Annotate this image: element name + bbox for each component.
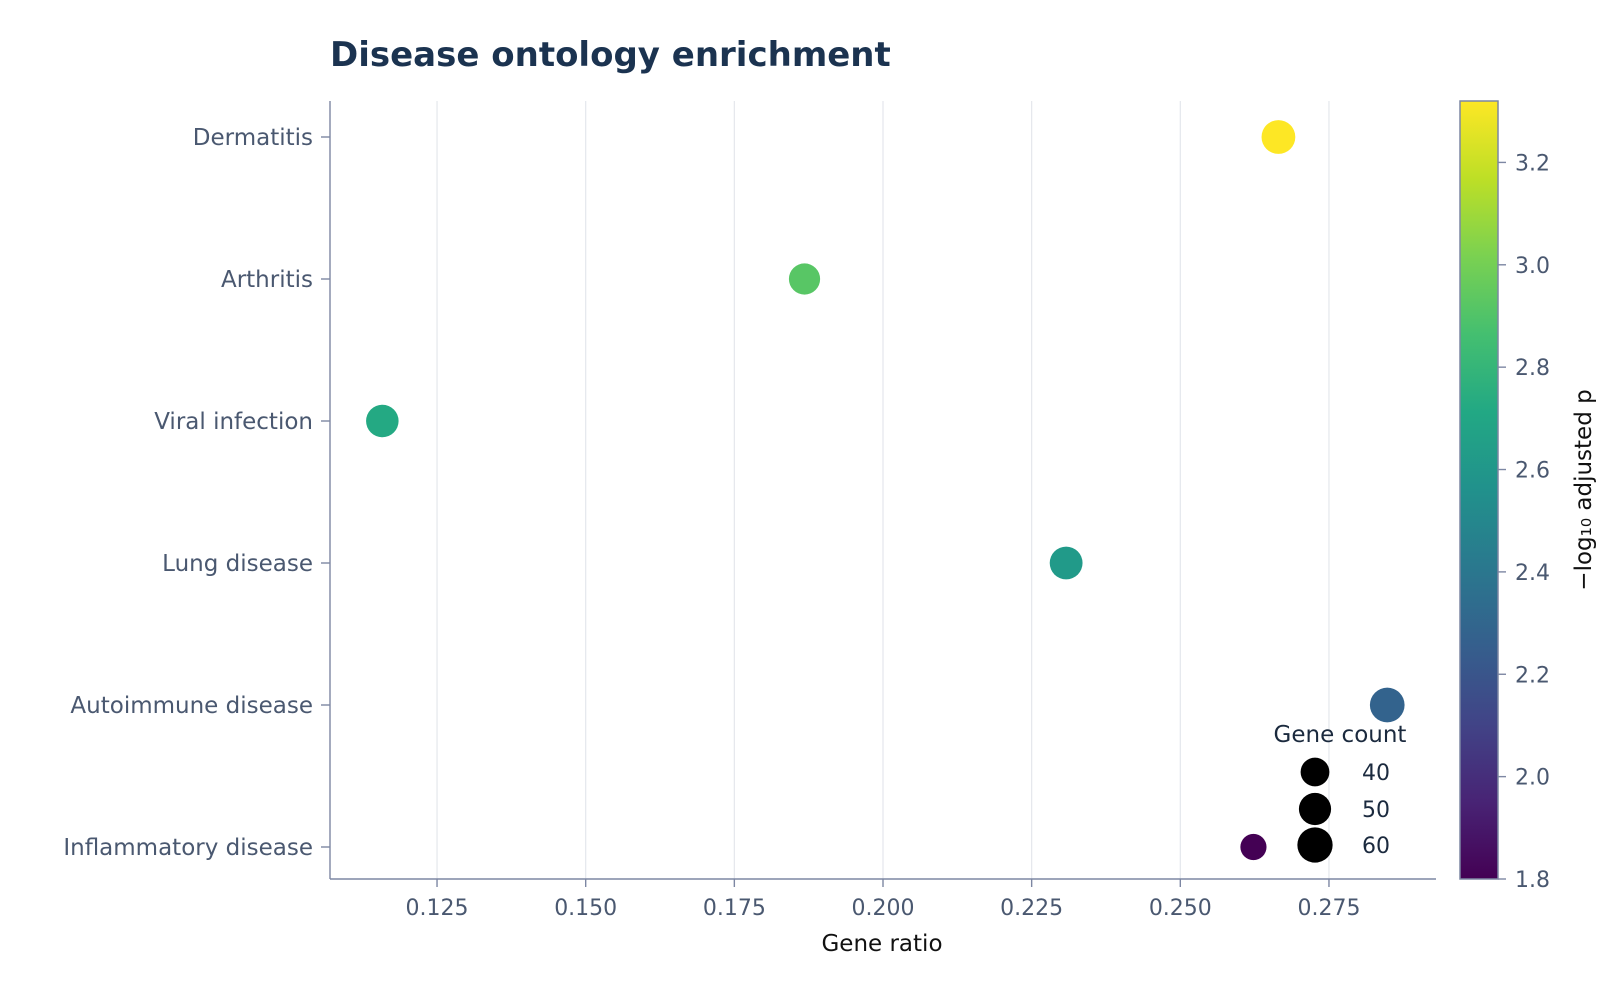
y-tick-label: Lung disease (162, 551, 313, 577)
size-legend-title: Gene count (1274, 722, 1407, 748)
data-point (1261, 120, 1296, 154)
size-legend-marker (1298, 792, 1332, 826)
y-tick-label: Autoimmune disease (70, 693, 313, 719)
size-legend-marker (1297, 827, 1333, 863)
y-axis: Dermatitis Arthritis Viral infection Lung d… (63, 101, 331, 879)
colorbar-tick-label: 3.0 (1515, 254, 1550, 279)
data-point (1049, 546, 1083, 580)
colorbar-tick-label: 2.4 (1515, 561, 1550, 586)
colorbar-tick-label: 2.6 (1515, 459, 1550, 484)
chart-title: Disease ontology enrichment (330, 35, 891, 75)
x-tick-label: 0.275 (1297, 896, 1360, 921)
data-points (366, 120, 1405, 861)
y-tick-label: Inflammatory disease (63, 835, 313, 861)
grid-lines (436, 101, 1330, 879)
size-legend: Gene count 40 50 60 (1274, 722, 1407, 863)
size-legend-label: 60 (1362, 834, 1390, 859)
size-legend-label: 40 (1362, 761, 1390, 786)
x-axis: 0.125 0.150 0.175 0.200 0.225 0.250 0.275 (330, 878, 1436, 921)
colorbar-label: −log₁₀ adjusted p (1571, 389, 1597, 590)
x-axis-label: Gene ratio (821, 931, 942, 957)
colorbar-tick-label: 2.8 (1515, 356, 1550, 381)
y-tick-label: Dermatitis (193, 125, 313, 151)
size-legend-marker (1300, 757, 1330, 787)
data-point (1369, 687, 1405, 723)
x-tick-label: 0.250 (1149, 896, 1212, 921)
colorbar: −log₁₀ adjusted p 1.8 2.0 2.2 2.4 2.6 2.8 3.0 3… (1459, 100, 1597, 893)
colorbar-gradient (1459, 100, 1499, 880)
colorbar-tick-label: 1.8 (1515, 868, 1550, 893)
y-tick-label: Arthritis (221, 267, 313, 293)
colorbar-tick-label: 2.0 (1515, 766, 1550, 791)
data-point (788, 263, 821, 295)
y-tick-label: Viral infection (154, 409, 313, 435)
size-legend-label: 50 (1362, 798, 1390, 823)
colorbar-tick-label: 3.2 (1515, 151, 1550, 176)
x-tick-label: 0.125 (406, 896, 469, 921)
x-tick-label: 0.175 (703, 896, 766, 921)
x-tick-label: 0.200 (852, 896, 915, 921)
data-point (366, 404, 399, 438)
colorbar-tick-label: 2.2 (1515, 663, 1550, 688)
x-tick-label: 0.150 (554, 896, 617, 921)
data-point (1240, 833, 1267, 861)
x-tick-label: 0.225 (1000, 896, 1063, 921)
